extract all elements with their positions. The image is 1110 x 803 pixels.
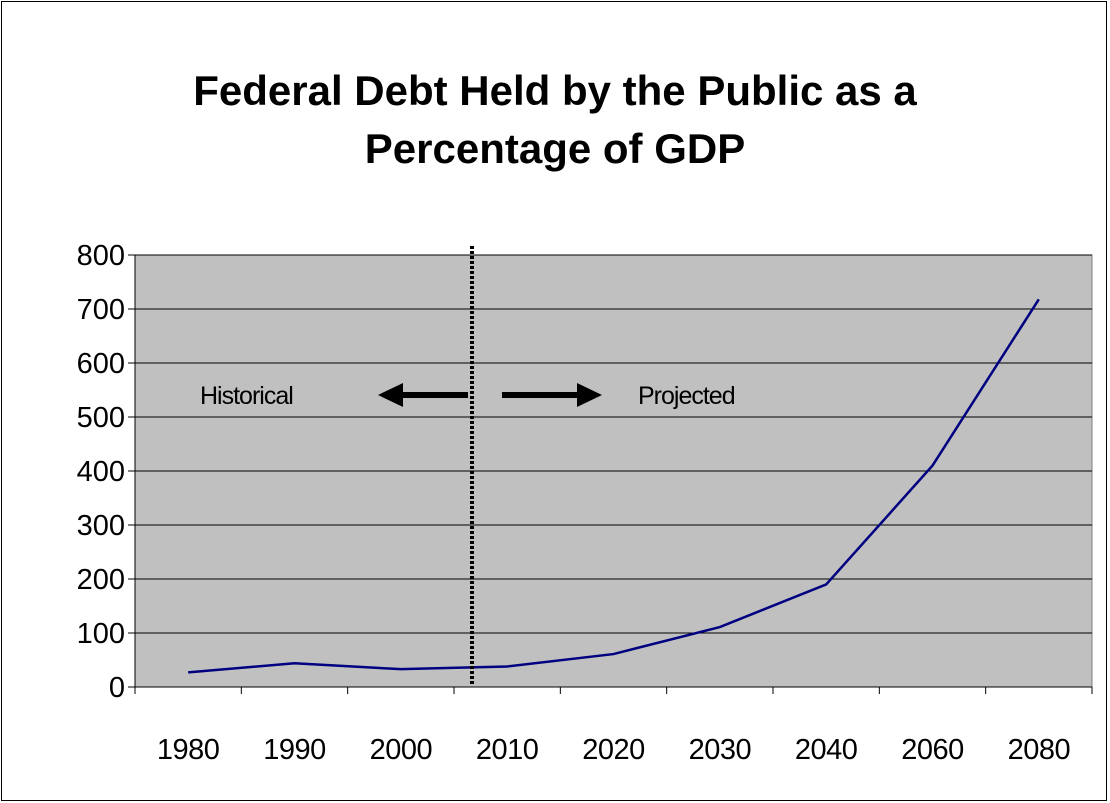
x-tick-label: 2060	[901, 734, 964, 766]
x-tick-label: 2040	[795, 734, 858, 766]
y-tick-label: 100	[77, 618, 125, 650]
chart-title: Federal Debt Held by the Public as a Per…	[0, 62, 1110, 178]
y-tick-label: 0	[109, 672, 125, 704]
historical-label: Historical	[200, 382, 293, 410]
y-tick-label: 700	[77, 294, 125, 326]
projected-label: Projected	[638, 382, 735, 410]
chart-title-line-1: Federal Debt Held by the Public as a	[193, 67, 917, 114]
x-tick-label: 1980	[157, 734, 220, 766]
annotation-layer: Historical Projected	[200, 246, 736, 686]
y-tick-label: 300	[77, 510, 125, 542]
y-tick-label: 400	[77, 456, 125, 488]
x-tick-label: 2010	[476, 734, 539, 766]
x-tick-label: 2000	[370, 734, 433, 766]
left-arrow-icon	[378, 383, 468, 407]
right-arrow-icon	[502, 383, 602, 407]
x-tick-label: 1990	[263, 734, 326, 766]
plot-area: 0 100 200 300 400 500 600 700 800 1980 1990 2000 201…	[77, 240, 1093, 766]
y-tick-label: 600	[77, 348, 125, 380]
chart-title-line-2: Percentage of GDP	[364, 125, 746, 172]
y-tick-label: 500	[77, 402, 125, 434]
y-tick-label: 200	[77, 564, 125, 596]
y-tick-label: 800	[77, 240, 125, 272]
x-tick-label: 2020	[582, 734, 645, 766]
x-tick-label: 2080	[1008, 734, 1071, 766]
x-tick-label: 2030	[689, 734, 752, 766]
